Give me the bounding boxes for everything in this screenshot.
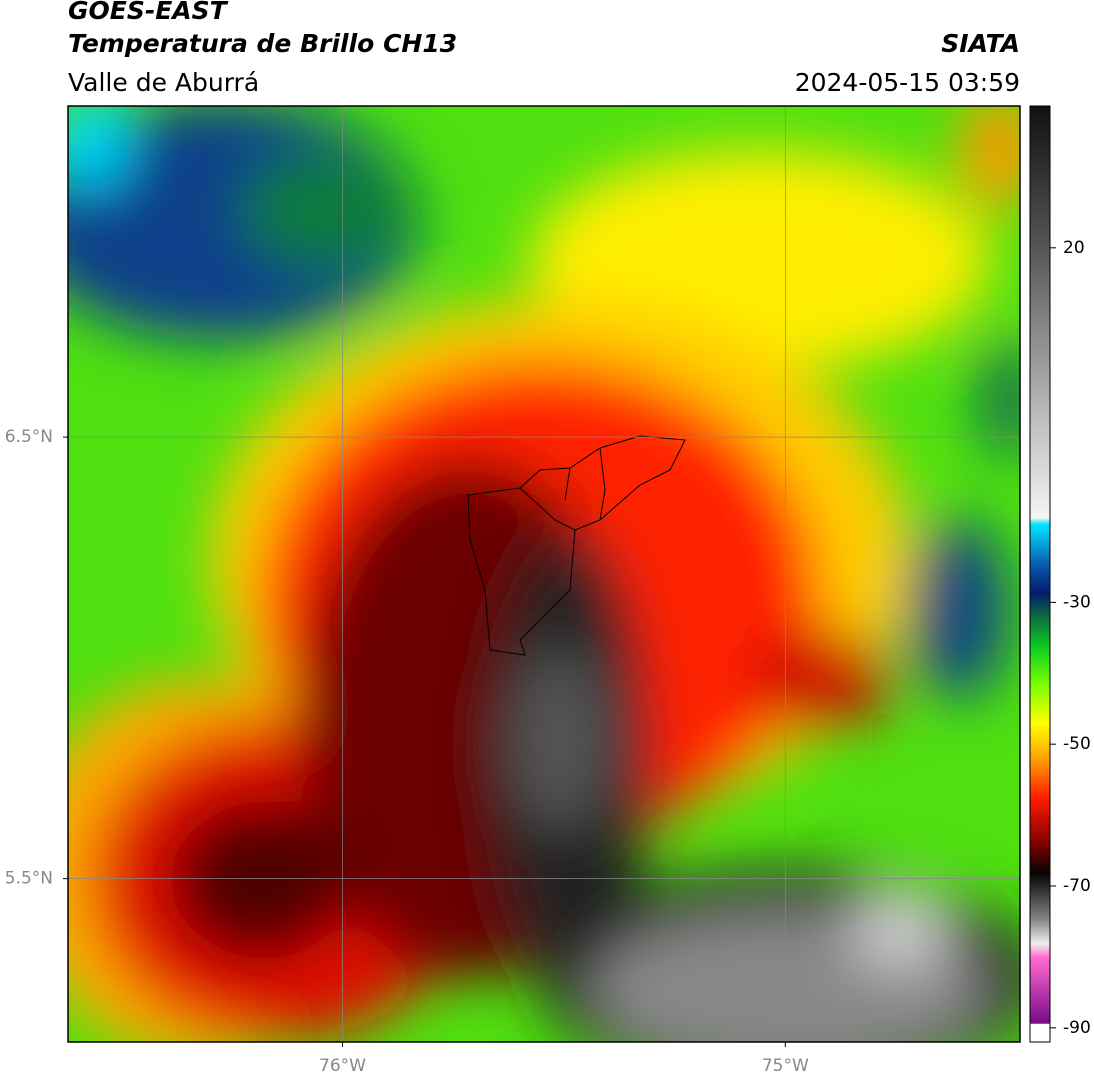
x-tick-label: 75°W [762,1056,809,1076]
timestamp: 2024-05-15 03:59 [795,68,1020,97]
colorbar [1029,105,1051,1043]
y-tick-label: 6.5°N [5,427,53,447]
colorbar-tick-label: -30 [1063,592,1091,612]
y-tick-label: 5.5°N [5,869,53,889]
x-tick-label: 76°W [319,1056,366,1076]
subtitle: Temperatura de Brillo CH13 [68,29,457,58]
map-frame [67,105,1021,1043]
colorbar-tick-label: 20 [1063,238,1085,258]
satellite-field [68,106,1020,1042]
colorbar-tick-label: -70 [1063,876,1091,896]
municipal-boundaries [467,435,686,656]
colorbar-tick-label: -90 [1063,1018,1091,1038]
title: GOES-EAST [68,0,229,25]
source: SIATA [941,29,1020,58]
region: Valle de Aburrá [68,68,259,97]
colorbar-tick-label: -50 [1063,734,1091,754]
